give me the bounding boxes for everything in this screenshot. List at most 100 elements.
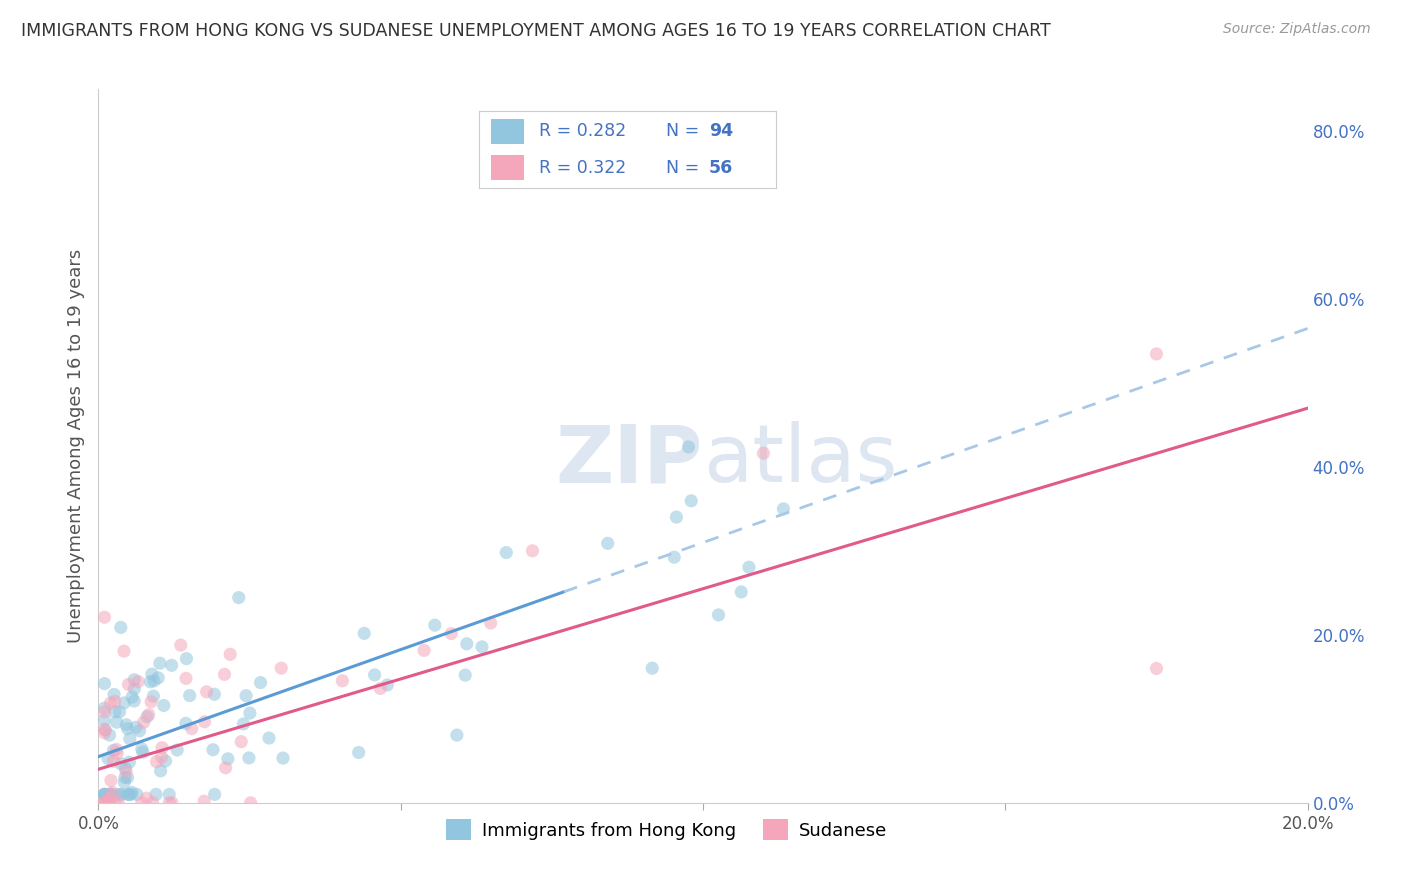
Point [136,710,159,724]
Point [664,550,686,565]
Point [195,685,218,699]
Point [752,446,775,460]
Point [114,761,136,775]
Point [115,718,138,732]
Point [112,775,135,789]
Point [330,673,353,688]
Point [772,502,794,516]
Point [108,705,131,719]
Point [118,731,141,746]
Point [93,788,115,802]
Point [100,696,122,710]
Point [105,747,128,761]
Point [446,728,468,742]
Text: IMMIGRANTS FROM HONG KONG VS SUDANESE UNEMPLOYMENT AMONG AGES 16 TO 19 YEARS COR: IMMIGRANTS FROM HONG KONG VS SUDANESE UN… [21,22,1050,40]
Point [124,681,146,696]
Point [1144,661,1167,675]
Point [93,722,115,736]
Point [353,626,375,640]
Point [98,788,121,802]
Point [193,794,215,808]
Point [174,672,197,686]
Point [143,673,166,688]
Text: atlas: atlas [703,421,897,500]
Point [105,715,128,730]
Point [98,728,121,742]
Point [105,788,128,802]
Point [97,751,120,765]
Point [110,620,132,634]
Point [118,755,141,769]
Point [193,714,215,729]
Point [370,681,392,696]
Point [97,796,120,810]
Point [270,661,292,675]
Point [231,735,253,749]
Point [150,750,173,764]
Point [98,796,121,810]
Point [93,610,115,624]
Text: ZIP: ZIP [555,421,703,500]
Point [157,788,180,802]
Point [495,545,517,559]
Point [707,607,730,622]
Point [145,788,167,802]
Point [217,752,239,766]
Point [239,706,262,720]
Point [456,637,478,651]
Point [93,705,115,719]
Legend: Immigrants from Hong Kong, Sudanese: Immigrants from Hong Kong, Sudanese [439,812,894,847]
Point [132,715,155,730]
Point [120,788,142,802]
Point [641,661,664,675]
Point [142,689,165,703]
Point [122,673,145,687]
Point [219,648,242,662]
Point [249,675,271,690]
Point [145,755,167,769]
Point [117,788,139,802]
Point [1144,347,1167,361]
Point [157,796,180,810]
Point [347,746,370,760]
Point [141,667,163,681]
Point [110,788,132,802]
Point [93,796,115,810]
Point [131,796,153,810]
Point [228,591,250,605]
Point [363,668,385,682]
Point [150,740,173,755]
Point [117,771,139,785]
Point [93,713,115,727]
Point [176,651,198,665]
Point [103,754,125,768]
Point [100,773,122,788]
Point [132,745,155,759]
Point [117,677,139,691]
Point [214,761,236,775]
Point [115,764,138,779]
Point [139,695,162,709]
Point [214,667,236,681]
Point [730,585,752,599]
Point [93,726,115,740]
Point [121,785,143,799]
Point [148,671,170,685]
Point [522,543,544,558]
Point [93,701,115,715]
Point [454,668,477,682]
Point [149,657,172,671]
Point [138,707,160,722]
Point [204,687,226,701]
Point [93,788,115,802]
Point [135,791,157,805]
Point [204,788,226,802]
Point [121,690,143,704]
Point [110,788,132,802]
Point [125,788,148,802]
Point [104,705,127,719]
Point [94,723,117,737]
Point [98,791,121,805]
Point [235,689,257,703]
Point [180,722,202,736]
